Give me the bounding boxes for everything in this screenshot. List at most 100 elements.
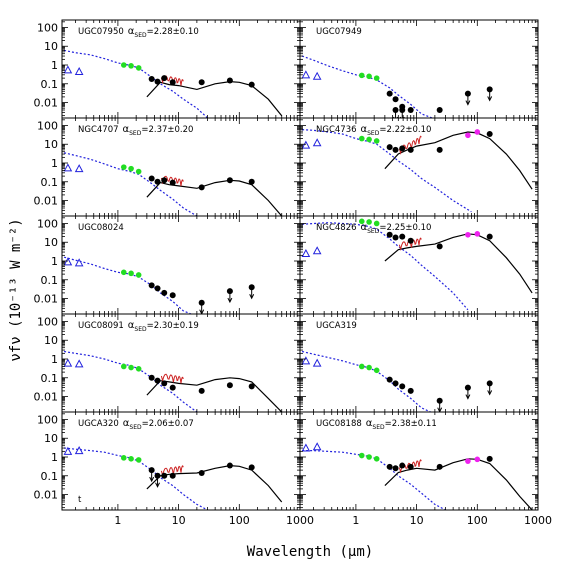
alpha-value: =2.37±0.20 <box>141 125 193 135</box>
alpha-value: =2.06±0.07 <box>142 419 194 429</box>
nearir-point <box>120 455 127 461</box>
upper-limit-arrowhead <box>465 394 471 400</box>
uv-point <box>74 164 84 173</box>
uv-point <box>74 446 84 455</box>
nearir-point <box>128 456 134 462</box>
uv-point <box>74 359 84 368</box>
x-tick-label: 10 <box>410 514 424 527</box>
alpha-subscript: SED <box>367 130 380 137</box>
alpha-value: =2.38±0.11 <box>385 419 437 429</box>
panel-title: UGC08091 αSED=2.30±0.19 <box>78 320 199 333</box>
ir-point <box>161 289 168 296</box>
ir-point <box>148 175 155 182</box>
ir-point <box>154 78 161 85</box>
alpha-symbol: α <box>361 124 368 135</box>
ir-point <box>436 107 443 114</box>
alpha-value: =2.28±0.10 <box>147 27 199 37</box>
ir-point <box>169 472 176 479</box>
farir-model-point <box>474 231 481 237</box>
ir-point <box>169 292 176 299</box>
panel-title: NGC4826 αSED=2.25±0.10 <box>316 222 431 235</box>
alpha-subscript: SED <box>134 326 147 333</box>
panel-title: UGC08024 <box>78 223 124 233</box>
uv-point <box>301 140 311 149</box>
ir-point <box>386 231 393 238</box>
y-tick-label: 10 <box>44 40 58 53</box>
ir-point <box>248 383 255 390</box>
dust-model-line <box>384 233 533 294</box>
ir-point <box>154 178 161 185</box>
nearir-point <box>120 164 127 170</box>
galaxy-name: NGC4736 <box>316 125 357 135</box>
upper-limit-arrowhead <box>249 294 255 300</box>
panel-plot-area <box>63 446 283 510</box>
galaxy-name: UGCA319 <box>316 321 357 331</box>
y-tick-label: 10 <box>44 432 58 445</box>
uv-point <box>312 442 322 451</box>
x-tick-label: 1000 <box>286 514 314 527</box>
x-tick-label: 1 <box>352 514 359 527</box>
dust-model-line <box>146 80 283 117</box>
sed-panel-ugc08188: UGC08188 αSED=2.38±0.11 1 10 100 1000 <box>299 411 552 527</box>
ir-point <box>399 383 406 390</box>
alpha-subscript: SED <box>129 424 142 431</box>
nearir-point <box>135 457 142 463</box>
ir-point <box>392 96 399 103</box>
nearir-point <box>373 138 380 144</box>
nearir-point <box>120 363 127 370</box>
panel-title: UGC07949 <box>316 27 362 37</box>
ir-point <box>248 81 255 88</box>
stellar-model-line <box>302 450 446 510</box>
x-tick-label: 100 <box>229 514 250 527</box>
y-axis-label: νfν (10⁻¹³ W m⁻²) <box>8 218 24 361</box>
dust-model-line <box>384 131 533 190</box>
ir-point <box>399 462 406 469</box>
x-tick-label: 100 <box>467 514 488 527</box>
uv-point <box>301 443 311 452</box>
sed-panel-ngc4736: NGC4736 αSED=2.22±0.10 <box>299 117 539 217</box>
x-tick-label: 1000 <box>524 514 552 527</box>
uv-point <box>312 246 322 255</box>
ir-point <box>161 472 168 479</box>
galaxy-name: UGC08024 <box>78 223 124 233</box>
panel-plot-area <box>63 256 255 314</box>
nearir-point <box>373 367 380 374</box>
y-tick-label: 0.1 <box>41 274 59 287</box>
nearir-point <box>358 135 365 142</box>
ir-point <box>386 90 393 97</box>
galaxy-name: UGC08091 <box>78 321 124 331</box>
farir-model-point <box>474 456 481 463</box>
upper-limit-arrowhead <box>227 297 233 304</box>
ir-point <box>386 376 393 383</box>
uv-point <box>63 358 73 367</box>
stellar-model-line <box>302 222 469 311</box>
pah-feature-line <box>160 465 184 478</box>
alpha-value: =2.22±0.10 <box>379 125 431 135</box>
x-tick-label: 10 <box>172 514 186 527</box>
ir-point <box>486 131 493 138</box>
y-tick-label: 1 <box>51 451 58 464</box>
nearir-point <box>128 165 134 172</box>
y-tick-label: 1 <box>51 59 58 72</box>
panel-plot-area <box>301 442 533 510</box>
ir-point <box>154 377 161 384</box>
y-tick-label: 1 <box>51 353 58 366</box>
ir-point <box>436 243 443 250</box>
y-tick-label: 100 <box>37 217 58 230</box>
ir-point <box>392 380 399 387</box>
ir-point <box>436 463 443 470</box>
panel-plot-area <box>63 152 283 216</box>
ir-point <box>407 463 414 470</box>
farir-model-point <box>474 129 481 135</box>
ir-point <box>198 470 205 477</box>
nearir-point <box>358 72 365 79</box>
stellar-model-line <box>63 256 192 314</box>
ir-point <box>436 146 443 153</box>
farir-model-point <box>465 132 471 139</box>
nearir-point <box>135 65 142 71</box>
ir-point <box>148 282 155 289</box>
pah-feature-line <box>398 135 422 155</box>
farir-model-point <box>465 231 471 238</box>
ir-point <box>386 144 393 151</box>
upper-limit-arrowhead <box>155 482 160 488</box>
